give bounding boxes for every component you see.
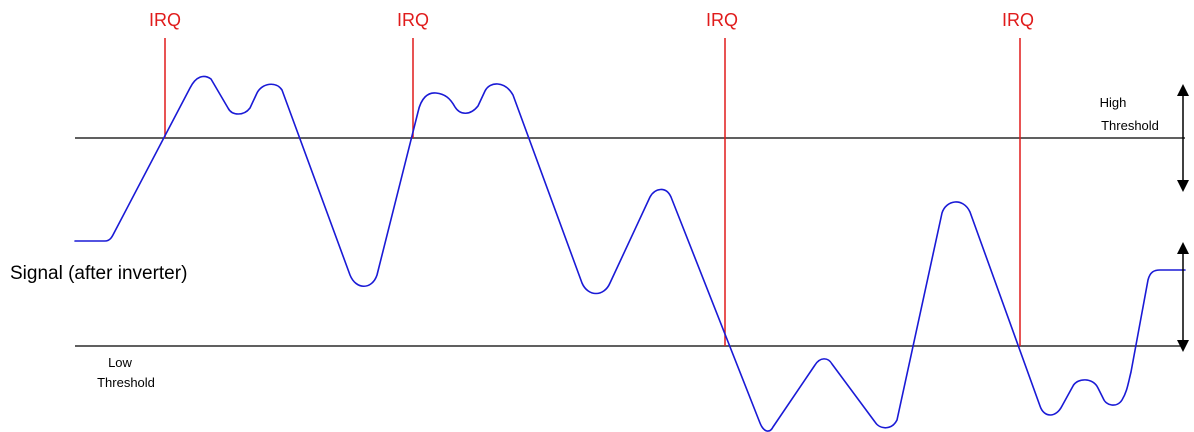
irq-label: IRQ xyxy=(397,10,429,30)
irq-label: IRQ xyxy=(149,10,181,30)
irq-label: IRQ xyxy=(706,10,738,30)
high-threshold-label: Threshold xyxy=(1101,118,1159,133)
high-threshold-label: High xyxy=(1100,95,1127,110)
signal-waveform xyxy=(74,75,1186,432)
irq-label: IRQ xyxy=(1002,10,1034,30)
signal-label: Signal (after inverter) xyxy=(10,263,187,284)
low-threshold-label: Low xyxy=(108,355,132,370)
low-threshold-label: Threshold xyxy=(97,375,155,390)
